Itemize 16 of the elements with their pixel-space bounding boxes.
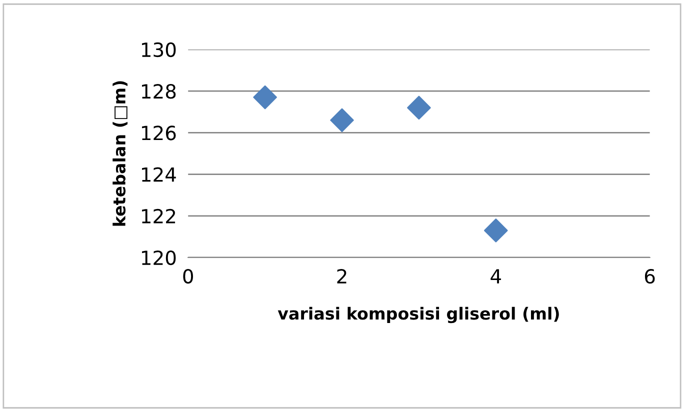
x-tick-label: 0 — [183, 268, 193, 284]
y-tick-label: 130 — [142, 42, 176, 58]
y-tick-label: 126 — [142, 126, 176, 140]
point — [407, 96, 431, 120]
y-axis-title: ketebalan (□m) — [112, 81, 128, 226]
y-tick-label: 120 — [142, 250, 176, 266]
x-tick-label: 4 — [490, 269, 501, 284]
x-tick-label: 2 — [337, 268, 346, 284]
y-tick-label: 124 — [142, 167, 176, 182]
point — [484, 218, 508, 242]
x-tick-label: 6 — [644, 268, 655, 284]
y-tick-label: 122 — [142, 208, 176, 224]
y-tick-label: 128 — [142, 84, 176, 99]
x-axis-title: variasi komposisi gliserol (ml) — [278, 306, 559, 324]
point — [253, 85, 277, 110]
point — [330, 108, 354, 132]
